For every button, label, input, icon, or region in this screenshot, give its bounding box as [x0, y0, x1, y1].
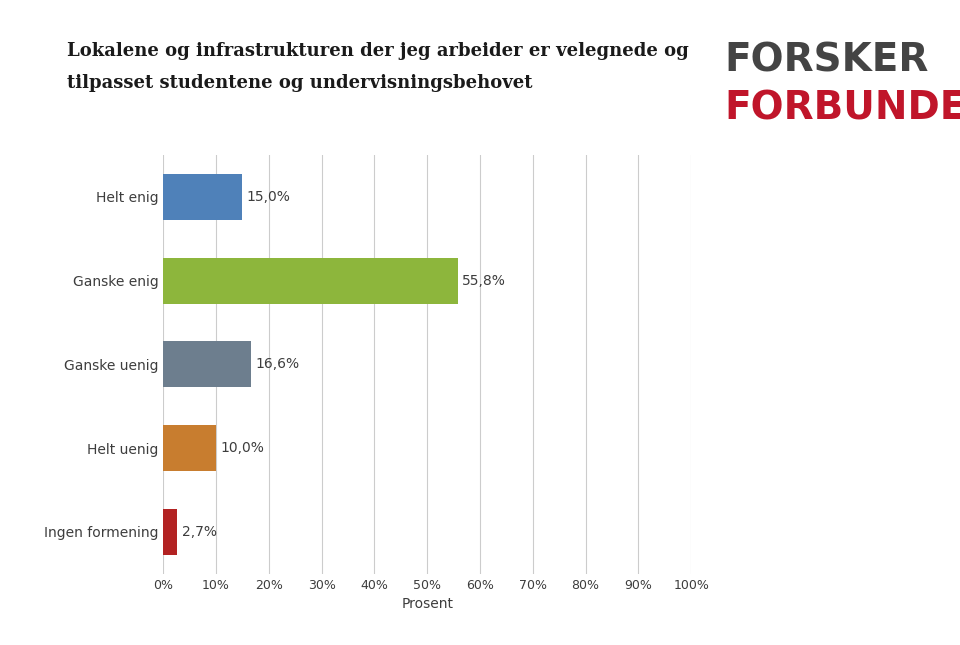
Text: 16,6%: 16,6% — [255, 357, 300, 372]
Text: 10,0%: 10,0% — [220, 441, 264, 455]
Text: 15,0%: 15,0% — [247, 190, 291, 204]
X-axis label: Prosent: Prosent — [401, 597, 453, 611]
Bar — [163, 257, 458, 304]
Bar — [163, 174, 242, 220]
Text: tilpasset studentene og undervisningsbehovet: tilpasset studentene og undervisningsbeh… — [67, 74, 533, 92]
Text: Lærerutdanningsundersøkelsen: Lærerutdanningsundersøkelsen — [8, 5, 176, 14]
Text: FORSKER: FORSKER — [725, 42, 929, 80]
Bar — [163, 509, 178, 555]
Text: FORBUNDET: FORBUNDET — [725, 89, 960, 127]
Bar — [163, 425, 216, 471]
Text: 2,7%: 2,7% — [181, 525, 217, 539]
Text: Lokalene og infrastrukturen der jeg arbeider er velegnede og: Lokalene og infrastrukturen der jeg arbe… — [67, 42, 689, 60]
Bar — [163, 341, 251, 388]
Text: 55,8%: 55,8% — [462, 273, 506, 288]
